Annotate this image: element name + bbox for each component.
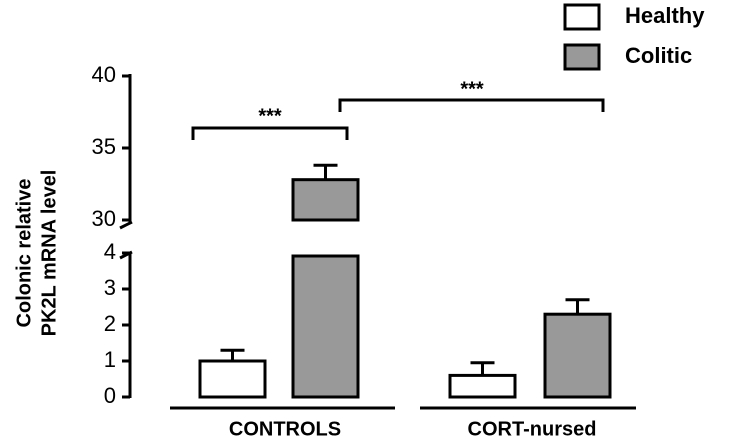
axis-lines bbox=[119, 74, 636, 410]
bar bbox=[291, 178, 360, 222]
bar bbox=[198, 359, 267, 399]
y-tick-label: 3 bbox=[104, 275, 116, 300]
x-tick-label: CONTROLS bbox=[229, 418, 341, 440]
x-tick-label: CORT-nursed bbox=[468, 418, 597, 440]
y-tick-label: 40 bbox=[92, 62, 116, 87]
significance-bracket bbox=[338, 98, 605, 112]
annotation: *** bbox=[258, 105, 282, 127]
y-tick-label: 4 bbox=[104, 239, 116, 264]
bar bbox=[543, 312, 612, 399]
axis-break bbox=[119, 220, 133, 230]
y-tick-label: 2 bbox=[104, 311, 116, 336]
significance-bracket bbox=[191, 126, 349, 140]
y-tick-label: 0 bbox=[104, 383, 116, 408]
y-axis-label: Colonic relative bbox=[13, 179, 35, 328]
annotation: *** bbox=[460, 78, 484, 100]
y-tick-label: 35 bbox=[92, 134, 116, 159]
legend-swatch bbox=[563, 3, 601, 31]
legend-label: Healthy bbox=[625, 3, 705, 28]
y-tick-label: 30 bbox=[92, 206, 116, 231]
bar bbox=[291, 254, 360, 399]
y-tick-label: 1 bbox=[104, 347, 116, 372]
legend-label: Colitic bbox=[625, 43, 692, 68]
bar bbox=[448, 373, 517, 399]
legend-swatch bbox=[563, 43, 601, 71]
y-axis-label: PK2L mRNA level bbox=[38, 170, 60, 337]
